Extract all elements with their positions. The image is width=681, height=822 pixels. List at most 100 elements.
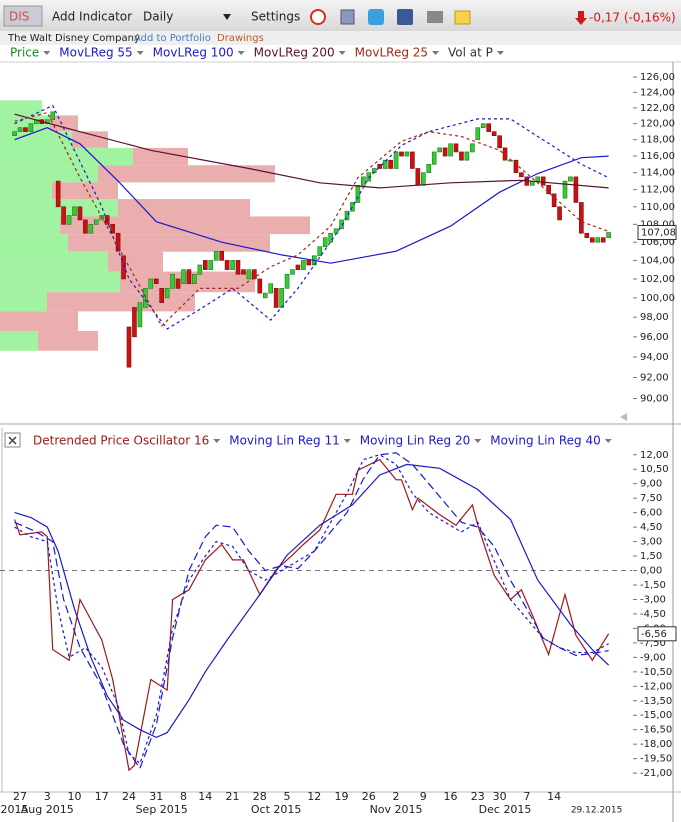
alarm-icon[interactable]	[310, 9, 326, 25]
y-tick-label: 4,50	[640, 522, 662, 533]
x-tick-label: 28	[253, 790, 267, 803]
current-value-box	[637, 225, 677, 241]
candle	[540, 176, 546, 186]
vol-up-bar	[0, 251, 108, 272]
candle	[170, 273, 175, 289]
menu-item[interactable]: Daily	[143, 10, 173, 24]
legend-entry[interactable]: Detrended Price Oscillator 16	[33, 434, 209, 448]
legend-entry[interactable]: Moving Lin Reg 11	[229, 434, 340, 448]
candle	[186, 269, 192, 284]
candle	[573, 176, 579, 203]
y-tick-label: 6,00	[640, 508, 662, 519]
candle	[110, 224, 115, 234]
legend-entry[interactable]: MovLReg 55	[59, 46, 132, 60]
dropdown-arrow[interactable]	[432, 51, 440, 55]
facebook-icon[interactable]	[397, 9, 413, 25]
candle	[426, 164, 432, 173]
x-tick-label: 7	[523, 790, 530, 803]
company-name: The Walt Disney Company	[7, 33, 140, 44]
y-tick-label: -12,00	[640, 681, 672, 692]
candle	[295, 264, 301, 270]
x-tick-label: 8	[180, 790, 187, 803]
legend-entry[interactable]: Price	[10, 46, 39, 60]
series-line	[14, 113, 609, 189]
legend-entry[interactable]: MovLReg 200	[254, 46, 335, 60]
candle	[589, 237, 595, 243]
y-tick-label: 108,00	[640, 219, 675, 230]
candle	[475, 127, 481, 141]
vol-up-bar	[0, 165, 98, 183]
legend-entry[interactable]: Moving Lin Reg 20	[360, 434, 471, 448]
candle	[502, 147, 508, 161]
candle	[284, 273, 290, 289]
candle	[279, 288, 284, 308]
symbol[interactable]: DIS	[9, 10, 29, 24]
candle	[399, 151, 404, 157]
dropdown-arrow[interactable]	[343, 439, 351, 443]
candle	[442, 147, 448, 157]
y-tick-label: -7,50	[640, 638, 666, 649]
legend-entry[interactable]: Moving Lin Reg 40	[490, 434, 601, 448]
price-change: -0,17 (-0,16%)	[589, 11, 676, 25]
candle	[224, 260, 230, 270]
x-tick-label: 23	[471, 790, 485, 803]
candle	[459, 151, 464, 161]
y-tick-label: 100,00	[640, 293, 675, 304]
vol-down-bar	[133, 147, 188, 166]
x-tick-label: 14	[198, 790, 212, 803]
y-tick-label: 10,50	[640, 464, 669, 475]
dropdown-arrow[interactable]	[604, 439, 612, 443]
period-label: Oct 2015	[251, 803, 302, 816]
y-tick-label: 7,50	[640, 493, 662, 504]
candle	[448, 143, 453, 157]
x-tick-label: 21	[226, 790, 240, 803]
y-tick-label: -18,00	[640, 739, 672, 750]
x-tick-label: 27	[13, 790, 27, 803]
x-tick-label: 16	[444, 790, 458, 803]
vol-down-bar	[47, 292, 195, 312]
y-tick-label: 98,00	[640, 312, 669, 323]
candle	[339, 219, 344, 230]
vol-up-bar	[0, 199, 118, 217]
dropdown-arrow[interactable]	[237, 51, 245, 55]
candle	[595, 237, 601, 243]
dropdown-arrow[interactable]	[136, 51, 144, 55]
db-icon[interactable]	[340, 9, 355, 25]
vol-down-bar	[72, 131, 108, 148]
y-tick-label: 114,00	[640, 168, 675, 179]
candle	[94, 219, 99, 225]
link[interactable]: Add to Portfolio	[134, 33, 211, 44]
symbol-box[interactable]	[3, 5, 43, 27]
legend-entry[interactable]: MovLReg 25	[355, 46, 428, 60]
x-tick-label: 26	[362, 790, 376, 803]
x-tick-label: 5	[284, 790, 291, 803]
legend-entry[interactable]: MovLReg 100	[153, 46, 234, 60]
link[interactable]: Drawings	[217, 33, 264, 44]
y-tick-label: -21,00	[640, 768, 672, 779]
twitter-icon[interactable]	[368, 9, 384, 25]
note-icon[interactable]	[454, 10, 471, 25]
y-tick-label: -19,50	[640, 754, 672, 765]
dropdown-arrow[interactable]	[474, 439, 482, 443]
dropdown-arrow[interactable]	[223, 14, 231, 20]
menu-item[interactable]: Settings	[251, 10, 300, 24]
vol-down-bar	[68, 234, 270, 252]
period-label: Dec 2015	[479, 803, 532, 816]
candle	[317, 246, 323, 257]
y-tick-label: 12,00	[640, 450, 669, 461]
menu-item[interactable]: Add Indicator	[52, 10, 132, 24]
legend-entry[interactable]: Vol at P	[448, 46, 493, 60]
x-tick-label: 12	[307, 790, 321, 803]
vol-up-bar	[0, 292, 47, 312]
dropdown-arrow[interactable]	[338, 51, 346, 55]
vol-down-bar	[108, 251, 163, 272]
dropdown-arrow[interactable]	[213, 439, 221, 443]
candle	[66, 215, 72, 225]
camera-icon[interactable]	[427, 11, 443, 23]
candle	[50, 111, 56, 120]
candle	[606, 232, 611, 238]
dropdown-arrow[interactable]	[43, 51, 51, 55]
close-icon[interactable]	[8, 436, 17, 445]
y-tick-label: 102,00	[640, 274, 675, 285]
dropdown-arrow[interactable]	[496, 51, 504, 55]
